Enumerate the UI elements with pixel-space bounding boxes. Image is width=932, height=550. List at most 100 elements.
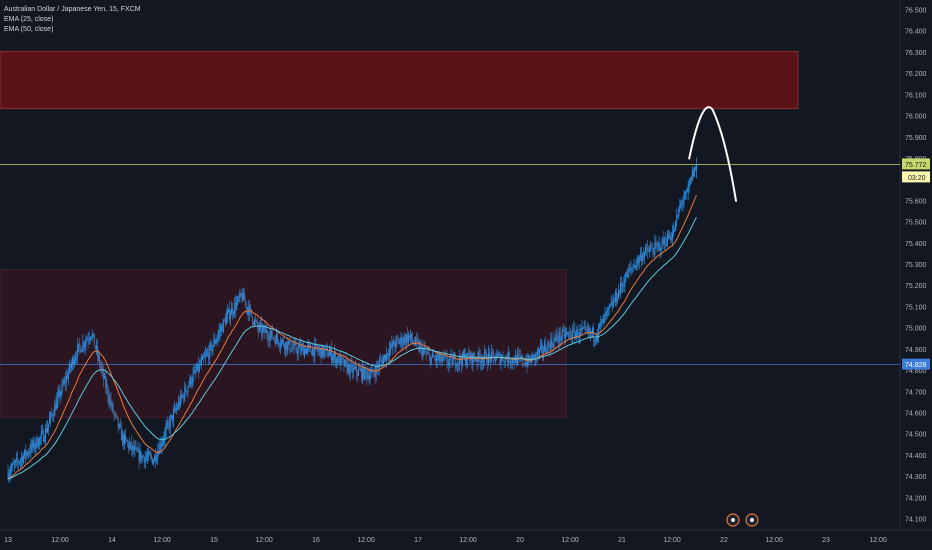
candle-body: [517, 354, 519, 365]
candle-body: [574, 329, 576, 339]
candle-body: [35, 438, 37, 447]
ema-50-label[interactable]: EMA (50, close): [4, 26, 54, 33]
candle-body: [532, 354, 534, 356]
projection-curve[interactable]: [688, 106, 737, 202]
candle-body: [623, 284, 625, 287]
candle-body: [676, 215, 678, 221]
candle-body: [283, 339, 285, 346]
candle-body: [68, 364, 70, 373]
candle-body: [482, 358, 484, 363]
candle-body: [40, 432, 42, 438]
x-tick-label: 12:00: [663, 537, 681, 544]
candle-body: [443, 355, 445, 358]
candle-body: [565, 333, 567, 335]
candle-body: [667, 234, 669, 239]
ema-25-label[interactable]: EMA (25, close): [4, 16, 54, 23]
candle-body: [180, 394, 182, 406]
candle-body: [656, 244, 658, 246]
candle-body: [446, 356, 448, 364]
candle-body: [416, 337, 418, 341]
candle-body: [126, 438, 128, 442]
candle-body: [79, 343, 81, 347]
x-tick-label: 12:00: [765, 537, 783, 544]
candle-body: [277, 339, 279, 345]
candle-body: [599, 324, 601, 326]
candle-body: [64, 380, 66, 383]
candle-body: [354, 366, 356, 369]
candle-body: [383, 354, 385, 359]
x-tick-label: 12:00: [255, 537, 273, 544]
support-price-value: 74.828: [905, 362, 927, 369]
candle-body: [92, 333, 94, 335]
supply-zone-rect[interactable]: [0, 50, 799, 110]
y-tick-label: 76.300: [905, 50, 927, 57]
candle-body: [186, 391, 188, 393]
symbol-title[interactable]: Australian Dollar / Japanese Yen, 15, FX…: [4, 6, 141, 13]
candle-body: [91, 334, 93, 337]
candle-body: [246, 307, 248, 309]
candle-body: [191, 381, 193, 385]
candle-body: [19, 460, 21, 463]
candle-body: [498, 353, 500, 355]
candle-body: [481, 360, 483, 363]
candle-body: [309, 344, 311, 346]
candle-body: [288, 340, 290, 344]
ema-50-line[interactable]: [7, 216, 697, 480]
candle-body: [289, 340, 291, 352]
candle-body: [335, 352, 337, 364]
candle-body: [101, 366, 103, 369]
candle-body: [58, 390, 60, 395]
candle-body: [67, 372, 69, 379]
candle-body: [45, 428, 47, 433]
x-tick-label: 13: [4, 537, 12, 544]
candle-body: [613, 300, 615, 302]
candle-body: [179, 401, 181, 406]
candle-body: [162, 440, 164, 444]
candle-body: [526, 361, 528, 367]
candle-body: [391, 343, 393, 347]
candle-body: [196, 363, 198, 371]
candle-body: [105, 375, 107, 388]
candle-body: [680, 202, 682, 206]
candle-body: [31, 443, 33, 448]
candle-body: [662, 238, 664, 245]
candle-body: [77, 345, 79, 358]
candle-body: [34, 446, 36, 449]
candle-body: [310, 345, 312, 352]
candle-body: [434, 358, 436, 361]
candle-body: [274, 338, 276, 345]
candle-body: [492, 351, 494, 353]
candle-body: [360, 369, 362, 371]
candle-body: [602, 319, 604, 323]
candle-body: [349, 364, 351, 375]
candle-body: [285, 342, 287, 350]
candle-body: [406, 334, 408, 342]
candle-body: [489, 353, 491, 356]
candle-body: [219, 330, 221, 332]
candle-body: [125, 434, 127, 439]
candle-body: [483, 352, 485, 359]
candle-body: [671, 239, 673, 241]
candle-body: [142, 455, 144, 458]
candle-body: [314, 344, 316, 357]
candle-body: [300, 346, 302, 352]
candle-body: [151, 455, 153, 459]
candle-body: [428, 353, 430, 356]
candle-body: [13, 463, 15, 465]
candle-body: [100, 364, 102, 367]
candle-body: [674, 229, 676, 231]
candle-body: [351, 365, 353, 373]
candle-body: [653, 252, 655, 255]
y-tick-label: 74.700: [905, 389, 927, 396]
candle-body: [418, 341, 420, 351]
candle-body: [28, 452, 30, 455]
candle-body: [634, 265, 636, 269]
candle-body: [459, 355, 461, 361]
ema-25-line[interactable]: [7, 194, 697, 480]
candle-body: [377, 366, 379, 369]
candle-body: [71, 358, 73, 365]
candle-body: [296, 350, 298, 354]
candle-body: [642, 255, 644, 258]
candle-body: [76, 356, 78, 358]
